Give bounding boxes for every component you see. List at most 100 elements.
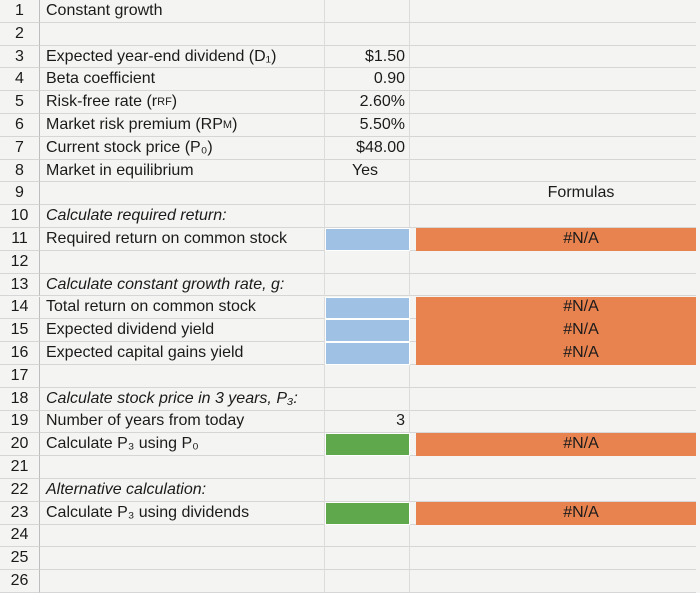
formula-cell — [416, 570, 696, 593]
label: Calculate constant growth rate, g: — [46, 275, 285, 293]
formula-cell — [416, 274, 696, 297]
row-number: 1 — [0, 0, 40, 23]
label-tail: ) — [171, 93, 178, 111]
gap-cell — [410, 297, 416, 320]
row-number: 8 — [0, 159, 40, 183]
label-cell: Constant growth — [40, 0, 325, 23]
row-number: 10 — [0, 205, 40, 229]
label-cell: Market in equilibrium — [40, 159, 325, 183]
label: Current stock price (P₀) — [46, 138, 213, 156]
value-cell: Yes — [325, 159, 410, 183]
value-cell: $48.00 — [325, 136, 410, 160]
gap-cell — [410, 365, 416, 388]
label-cell: Total return on common stock — [40, 296, 325, 320]
row-number: 13 — [0, 273, 40, 297]
value-cell — [325, 456, 410, 479]
label-cell: Market risk premium (RP M) — [40, 114, 325, 137]
row-number: 22 — [0, 478, 40, 502]
label-cell: Calculate required return: — [40, 205, 325, 229]
gap-cell — [410, 274, 416, 297]
label: Expected capital gains yield — [46, 344, 244, 361]
label: Alternative calculation: — [46, 480, 207, 498]
row-number: 21 — [0, 456, 40, 479]
label-cell: Expected year-end dividend (D₁) — [40, 45, 325, 69]
row-number: 2 — [0, 22, 40, 46]
label-cell — [40, 524, 325, 548]
gap-cell — [410, 570, 416, 593]
row-number: 19 — [0, 410, 40, 434]
label: Total return on common stock — [46, 298, 256, 316]
label: Calculate P₃ using P₀ — [46, 435, 199, 453]
gap-cell — [410, 68, 416, 92]
row-number: 14 — [0, 296, 40, 320]
formula-cell — [416, 525, 696, 548]
gap-cell — [410, 342, 416, 365]
formula: #N/A — [563, 503, 599, 521]
value-cell — [325, 524, 410, 548]
row-number: 11 — [0, 228, 40, 251]
gap-cell — [410, 433, 416, 457]
value-cell: 0.90 — [325, 68, 410, 92]
label-cell — [40, 182, 325, 206]
value-cell — [325, 182, 410, 206]
value-cell: 5.50% — [325, 114, 410, 137]
formula-cell: #N/A — [416, 501, 696, 525]
gap-cell — [410, 46, 416, 69]
formula-cell — [416, 547, 696, 571]
formula-cell — [416, 114, 696, 137]
label: Beta coefficient — [46, 70, 156, 88]
value-cell — [325, 547, 410, 571]
formula-cell: #N/A — [416, 319, 696, 343]
row-number: 6 — [0, 114, 40, 137]
gap-cell — [410, 547, 416, 571]
label-cell: Calculate P₃ using dividends — [40, 501, 325, 525]
label-cell — [40, 364, 325, 388]
gap-cell — [410, 479, 416, 502]
formula-cell — [416, 205, 696, 229]
value: 5.50% — [359, 115, 405, 133]
label: Calculate required return: — [46, 207, 227, 225]
row-number: 26 — [0, 570, 40, 593]
label: Risk-free rate (r — [46, 93, 158, 111]
formula-cell: Formulas — [416, 182, 696, 206]
value-cell — [325, 0, 410, 23]
label-tail: ) — [232, 115, 238, 133]
label: Required return on common stock — [46, 229, 287, 247]
gap-cell — [410, 411, 416, 434]
label-subscript: M — [222, 118, 233, 131]
value-cell — [325, 296, 410, 320]
row-number: 17 — [0, 364, 40, 388]
label: Calculate P₃ using dividends — [46, 503, 250, 521]
formula: #N/A — [563, 344, 599, 361]
label-cell: Beta coefficient — [40, 68, 325, 92]
row-number: 16 — [0, 342, 40, 365]
label: Calculate stock price in 3 years, P₃: — [46, 389, 298, 407]
gap-cell — [410, 205, 416, 229]
row-number: 15 — [0, 319, 40, 343]
label-cell: Alternative calculation: — [40, 478, 325, 502]
value-cell — [325, 205, 410, 229]
label: Constant growth — [46, 1, 163, 19]
formula-cell: #N/A — [416, 296, 696, 320]
gap-cell — [410, 160, 416, 183]
formula: #N/A — [563, 298, 599, 316]
formula-cell — [416, 46, 696, 69]
label-cell: Calculate constant growth rate, g: — [40, 273, 325, 297]
value: Yes — [351, 161, 379, 179]
row-number: 3 — [0, 45, 40, 69]
formula: Formulas — [547, 184, 615, 202]
gap-cell — [410, 456, 416, 479]
row-number: 12 — [0, 250, 40, 274]
value: $1.50 — [364, 47, 405, 65]
label-cell — [40, 456, 325, 479]
row-number: 20 — [0, 433, 40, 457]
value-cell: 3 — [325, 410, 410, 434]
value-cell — [325, 478, 410, 502]
gap-cell — [410, 182, 416, 206]
formula-cell — [416, 479, 696, 502]
gap-cell — [410, 91, 416, 115]
label: Number of years from today — [46, 412, 245, 430]
formula: #N/A — [563, 321, 599, 339]
value-cell — [325, 22, 410, 46]
label-cell: Number of years from today — [40, 410, 325, 434]
